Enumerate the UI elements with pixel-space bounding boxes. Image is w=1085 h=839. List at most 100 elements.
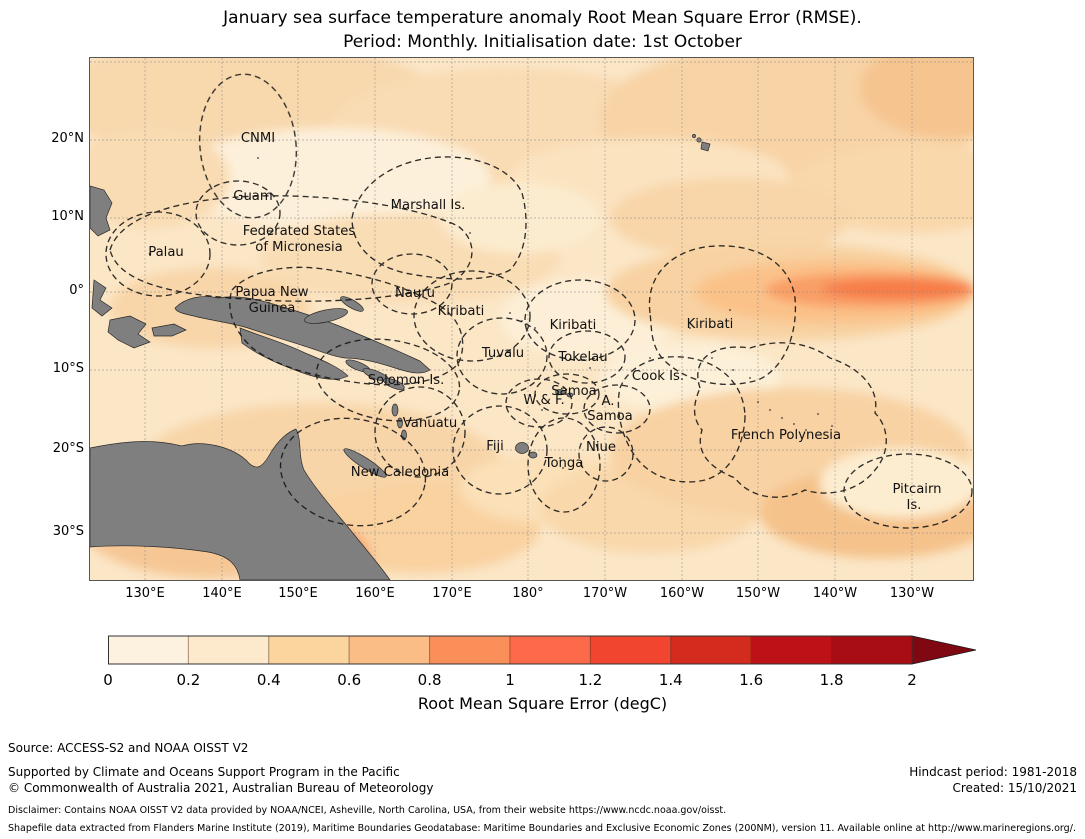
map-region-label: Palau: [148, 245, 184, 260]
map-region-label: Samoa: [587, 409, 632, 424]
land-hawaii-2: [696, 137, 702, 143]
map-region-label: Tokelau: [557, 350, 607, 365]
map-region-label: Kiribati: [550, 318, 597, 333]
lon-tick: 130°E: [125, 586, 165, 601]
colorbar-canvas: [107, 635, 977, 665]
lon-tick: 130°W: [889, 586, 935, 601]
eez-samoa: [534, 373, 600, 415]
map-region-label: Fiji: [486, 439, 504, 454]
lon-tick: 140°E: [202, 586, 242, 601]
map-region-label: of Micronesia: [255, 240, 342, 255]
eez-kiribati-phoenix: [524, 279, 636, 361]
lon-tick: 160°E: [355, 586, 395, 601]
colorbar-segment: [831, 635, 913, 665]
eez-french-polynesia: [693, 342, 887, 498]
eez-png: [229, 266, 464, 386]
land-new-guinea: [174, 296, 431, 374]
colorbar-extend-arrow: [911, 635, 977, 665]
map-region-label: Kiribati: [687, 317, 734, 332]
map-region-label: Tonga: [544, 456, 584, 471]
land-vanuatu-1: [391, 403, 399, 417]
lat-tick: 10°S: [52, 361, 84, 376]
eez-new-caledonia: [279, 417, 427, 527]
eez-marshall: [351, 156, 527, 280]
eez-tokelau: [548, 330, 626, 384]
source-text: Source: ACCESS-S2 and NOAA OISST V2: [8, 741, 249, 755]
island-specks: [148, 157, 833, 469]
map-region-label: CNMI: [241, 131, 275, 146]
title-line-2: Period: Monthly. Initialisation date: 1s…: [343, 32, 742, 52]
land-solomon-3: [383, 378, 405, 390]
map-region-label: Marshall Is.: [391, 198, 466, 213]
colorbar-tick: 1.4: [658, 671, 683, 689]
map-region-label: Kiribati: [438, 304, 485, 319]
lon-tick: 150°W: [735, 586, 781, 601]
land-fiji-1: [515, 442, 529, 454]
lon-tick: 140°W: [812, 586, 858, 601]
copyright-text: © Commonwealth of Australia 2021, Austra…: [8, 781, 434, 795]
lon-tick: 180°: [512, 586, 544, 601]
land-halmahera: [91, 279, 113, 317]
map-region-label: Nauru: [395, 286, 435, 301]
map-region-label: Niue: [586, 440, 616, 455]
eez-cook: [617, 356, 746, 483]
colorbar-tick: 0.8: [417, 671, 442, 689]
created-date-text: Created: 15/10/2021: [952, 781, 1077, 795]
supported-by-text: Supported by Climate and Oceans Support …: [8, 765, 400, 779]
colorbar-tick: 1.2: [578, 671, 603, 689]
land-masses: [90, 134, 711, 580]
colorbar-segment: [268, 635, 350, 665]
lat-tick: 20°S: [52, 441, 84, 456]
colorbar-tick: 0.6: [337, 671, 362, 689]
pacific-map: CNMI Guam Marshall Is. Federated States of M…: [89, 57, 974, 581]
eez-guam: [195, 180, 281, 246]
eez-solomon: [315, 338, 461, 422]
eez-fsm: [109, 195, 473, 302]
colorbar-tick: 0: [103, 671, 113, 689]
land-hawaii-big-island: [700, 141, 711, 152]
map-region-label: Is.: [907, 498, 922, 513]
map-region-label: Papua New: [235, 285, 308, 300]
colorbar-frame: [108, 635, 913, 665]
land-new-britain: [304, 308, 348, 324]
land-samoa-1: [555, 389, 565, 395]
colorbar-segment: [670, 635, 752, 665]
map-region-label: A.: [602, 394, 615, 409]
land-mindanao: [90, 185, 113, 237]
lat-tick: 10°N: [51, 209, 84, 224]
colorbar: [107, 635, 980, 665]
colorbar-segment: [589, 635, 672, 665]
map-region-label: New Caledonia: [351, 465, 450, 480]
hindcast-period-text: Hindcast period: 1981-2018: [909, 765, 1077, 779]
colorbar-segment: [107, 635, 189, 665]
eez-cnmi: [198, 73, 298, 219]
eez-pitcairn: [843, 453, 973, 529]
map-region-label: French Polynesia: [731, 428, 841, 443]
colorbar-segment: [750, 635, 833, 665]
eez-american-samoa: [583, 384, 651, 434]
land-new-caledonia: [343, 448, 387, 478]
map-region-label: Guinea: [249, 301, 296, 316]
map-region-label: Guam: [233, 189, 273, 204]
land-vanuatu-2: [397, 417, 403, 429]
land-seram: [151, 323, 187, 337]
colorbar-tick: 0.2: [176, 671, 201, 689]
figure-title: January sea surface temperature anomaly …: [0, 6, 1085, 54]
colorbar-tick: 2: [907, 671, 917, 689]
lat-tick: 30°S: [52, 524, 84, 539]
map-region-label: Federated States: [243, 224, 356, 239]
land-new-guinea-south: [239, 327, 349, 380]
map-region-label: Solomon Is.: [368, 373, 445, 388]
map-region-label: Tuvalu: [481, 346, 524, 361]
map-region-label: Vanuatu: [403, 416, 457, 431]
lon-tick: 170°W: [582, 586, 628, 601]
colorbar-segment: [429, 635, 511, 665]
colorbar-label: Root Mean Square Error (degC): [417, 694, 668, 713]
lon-tick: 170°E: [432, 586, 472, 601]
land-sulawesi: [107, 315, 151, 349]
eez-niue: [578, 426, 634, 482]
land-australia: [90, 428, 391, 580]
lat-tick: 20°N: [51, 131, 84, 146]
